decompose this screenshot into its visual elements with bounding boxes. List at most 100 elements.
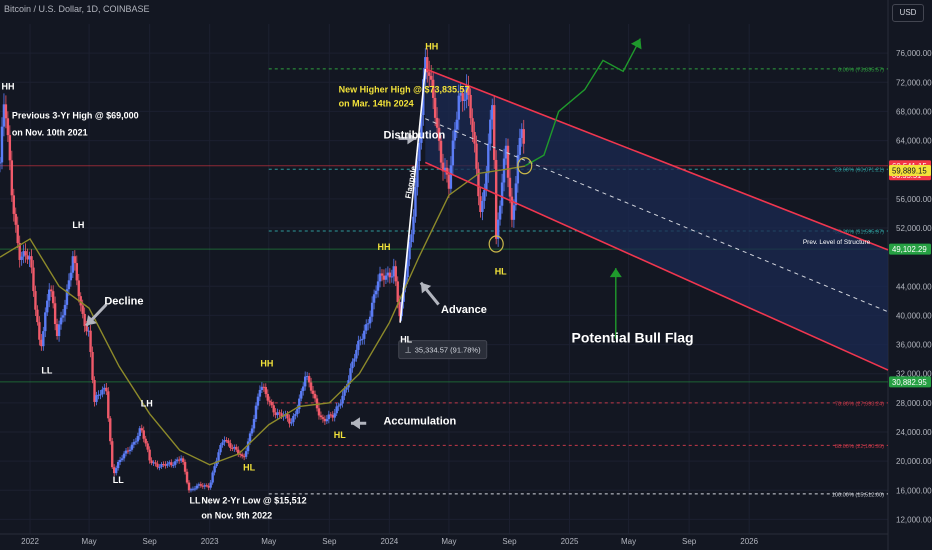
candle-body (140, 428, 143, 431)
y-tick-label: 36,000.00 (896, 341, 932, 350)
candle-body (341, 395, 344, 404)
candle-body (128, 449, 132, 452)
candle-body (325, 419, 329, 422)
candle-body (24, 251, 27, 256)
candle-body (305, 376, 309, 378)
chart-annotation: HL (334, 430, 346, 440)
price-tag-label: 59,889.15 (892, 167, 927, 176)
candle-body (109, 418, 112, 442)
chart-annotation: Previous 3-Yr High @ $69,000 (12, 111, 139, 121)
candle-body (416, 161, 419, 188)
candle-body (512, 205, 516, 220)
candle-body (32, 267, 35, 292)
candle-body (126, 450, 130, 452)
candle-body (174, 461, 177, 465)
candle-body (422, 79, 425, 116)
candle-body (239, 453, 242, 455)
candle-body (244, 451, 248, 457)
candle-body (349, 368, 352, 381)
candle-body (274, 412, 277, 416)
candle-body (223, 440, 226, 443)
candle-body (197, 484, 201, 486)
candle-body (235, 446, 238, 450)
candle-body (502, 158, 506, 183)
candle-body (522, 129, 525, 144)
candle-body (374, 290, 378, 295)
chart-annotation: on Mar. 14th 2024 (339, 98, 414, 108)
candle-body (136, 435, 140, 442)
candle-body (333, 413, 336, 418)
candle-body (246, 441, 250, 452)
bull-flag-arrow-head (609, 268, 622, 278)
candle-body (40, 339, 43, 347)
candle-body (8, 135, 12, 161)
x-tick-label: May (261, 537, 276, 546)
candle-body (231, 447, 234, 449)
price-tag-label: 49,102.29 (892, 245, 927, 254)
chart-annotation: LL (41, 366, 52, 376)
y-tick-label: 28,000.00 (896, 399, 932, 408)
candle-body (18, 243, 21, 260)
candle-body (85, 326, 88, 332)
candle-body (262, 386, 266, 388)
candle-body (252, 419, 256, 429)
candle-body (59, 317, 63, 325)
candle-body (160, 464, 163, 467)
candle-body (412, 216, 415, 235)
candle-body (134, 441, 138, 443)
candle-body (380, 273, 384, 276)
candle-body (48, 289, 51, 301)
candle-body (61, 315, 65, 318)
candle-body (504, 145, 508, 159)
candle-body (435, 117, 439, 128)
candle-body (260, 386, 264, 390)
candle-body (187, 482, 191, 491)
fib-level-label: 100.00% (15,512.00) (832, 492, 884, 498)
price-tag (889, 376, 931, 388)
candle-body (449, 165, 453, 189)
candle-body (73, 256, 77, 264)
candle-body (191, 488, 195, 490)
currency-button[interactable]: USD (892, 4, 924, 22)
candle-body (225, 440, 228, 442)
candle-body (164, 464, 167, 466)
candle-body (81, 305, 84, 314)
candle-body (79, 296, 82, 306)
candle-body (451, 140, 455, 166)
candle-body (144, 438, 147, 444)
candle-body (217, 452, 220, 461)
channel-lower-line (424, 161, 889, 371)
projection-arrow-head (630, 38, 642, 50)
x-tick-label: 2026 (740, 537, 758, 546)
candle-body (44, 312, 47, 332)
candle-body (227, 440, 230, 444)
highlight-circle (488, 235, 504, 253)
candle-body (258, 389, 262, 397)
candle-body (329, 414, 332, 416)
candle-body (483, 190, 486, 201)
candle-body (311, 390, 315, 394)
candle-body (107, 391, 110, 419)
candle-body (498, 205, 502, 220)
candle-body (388, 272, 392, 278)
symbol-title: Bitcoin / U.S. Dollar, 1D, COINBASE (4, 4, 150, 14)
candle-body (467, 85, 470, 95)
candle-body (51, 291, 55, 304)
x-tick-label: Sep (502, 537, 517, 546)
candle-body (298, 398, 301, 410)
candle-body (296, 409, 299, 415)
chart-annotation: Distribution (383, 129, 445, 141)
candle-body (132, 442, 136, 445)
candle-body (272, 405, 275, 413)
candle-body (158, 466, 161, 468)
candle-body (477, 168, 480, 197)
candle-body (254, 405, 258, 420)
candle-body (359, 339, 362, 341)
price-tag (889, 165, 931, 177)
candle-body (221, 442, 224, 446)
y-tick-label: 24,000.00 (896, 428, 932, 437)
candle-body (28, 256, 31, 260)
candle-body (433, 97, 437, 118)
candle-body (361, 338, 364, 340)
